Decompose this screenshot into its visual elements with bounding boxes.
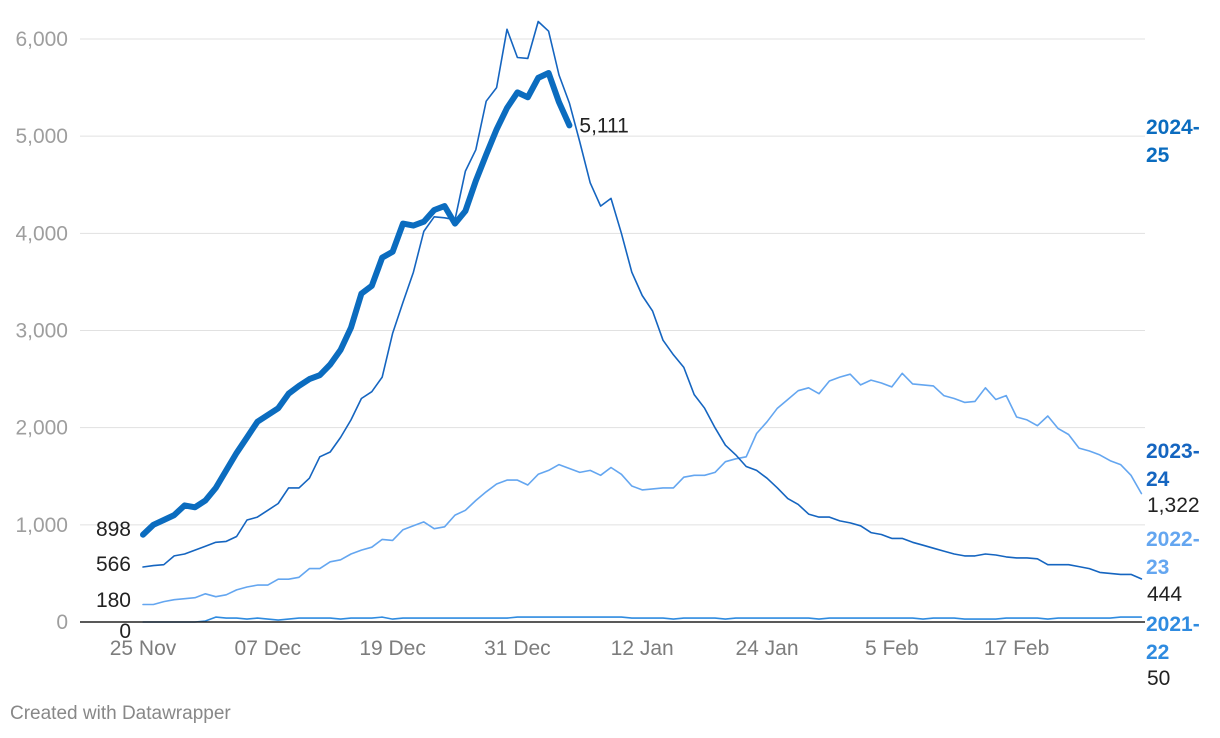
end-label-2021-22: 50 xyxy=(1147,667,1170,690)
series-name-2021-22-line-2: 22 xyxy=(1146,641,1169,664)
y-tick-1-000: 1,000 xyxy=(15,514,68,537)
series-line-2023-24 xyxy=(142,20,1143,580)
end-label-2023-24: 444 xyxy=(1147,583,1182,606)
end-label-2022-23: 1,322 xyxy=(1147,494,1200,517)
x-tick-19-dec: 19 Dec xyxy=(359,637,426,660)
datawrapper-credit: Created with Datawrapper xyxy=(10,703,231,724)
x-tick-12-jan: 12 Jan xyxy=(611,637,674,660)
series-line-2024-25 xyxy=(140,70,573,538)
x-tick-17-feb: 17 Feb xyxy=(984,637,1049,660)
y-tick-3-000: 3,000 xyxy=(15,320,68,343)
x-tick-31-dec: 31 Dec xyxy=(484,637,551,660)
start-label-2024-25: 898 xyxy=(96,518,131,541)
series-name-2024-25-line-1: 2024- xyxy=(1146,116,1200,139)
series-value-labels: 898 566 180 0 5,111 2024- 25 2023- 24 2022- 23 2021… xyxy=(96,114,1200,690)
start-label-2021-22: 0 xyxy=(119,620,131,643)
y-tick-4-000: 4,000 xyxy=(15,222,68,245)
gridlines xyxy=(80,38,1145,526)
series-name-2021-22-line-1: 2021- xyxy=(1146,613,1200,636)
y-tick-2-000: 2,000 xyxy=(15,417,68,440)
series-line-2022-23 xyxy=(142,372,1143,606)
x-tick-5-feb: 5 Feb xyxy=(865,637,919,660)
series-name-2024-25-line-2: 25 xyxy=(1146,144,1170,167)
end-label-2024-25: 5,111 xyxy=(579,114,628,137)
series-name-2023-24-line-1: 2023- xyxy=(1146,440,1200,463)
series-line-2021-22 xyxy=(142,616,1143,623)
x-axis-tick-labels: 25 Nov 07 Dec 19 Dec 31 Dec 12 Jan 24 Jan 5 Fe… xyxy=(110,637,1050,660)
x-tick-25-nov: 25 Nov xyxy=(110,637,177,660)
start-label-2022-23: 180 xyxy=(96,589,131,612)
series-name-2023-24-line-2: 24 xyxy=(1146,468,1170,491)
y-tick-6-000: 6,000 xyxy=(15,28,68,51)
start-label-2023-24: 566 xyxy=(96,553,131,576)
series-name-2022-23-line-2: 23 xyxy=(1146,556,1169,579)
y-tick-0: 0 xyxy=(56,611,68,634)
series-lines xyxy=(140,20,1143,623)
y-axis-tick-labels: 0 1,000 2,000 3,000 4,000 5,000 6,000 xyxy=(15,28,68,634)
series-name-2022-23-line-1: 2022- xyxy=(1146,528,1200,551)
x-tick-07-dec: 07 Dec xyxy=(235,637,302,660)
x-tick-24-jan: 24 Jan xyxy=(735,637,798,660)
y-tick-5-000: 5,000 xyxy=(15,125,68,148)
